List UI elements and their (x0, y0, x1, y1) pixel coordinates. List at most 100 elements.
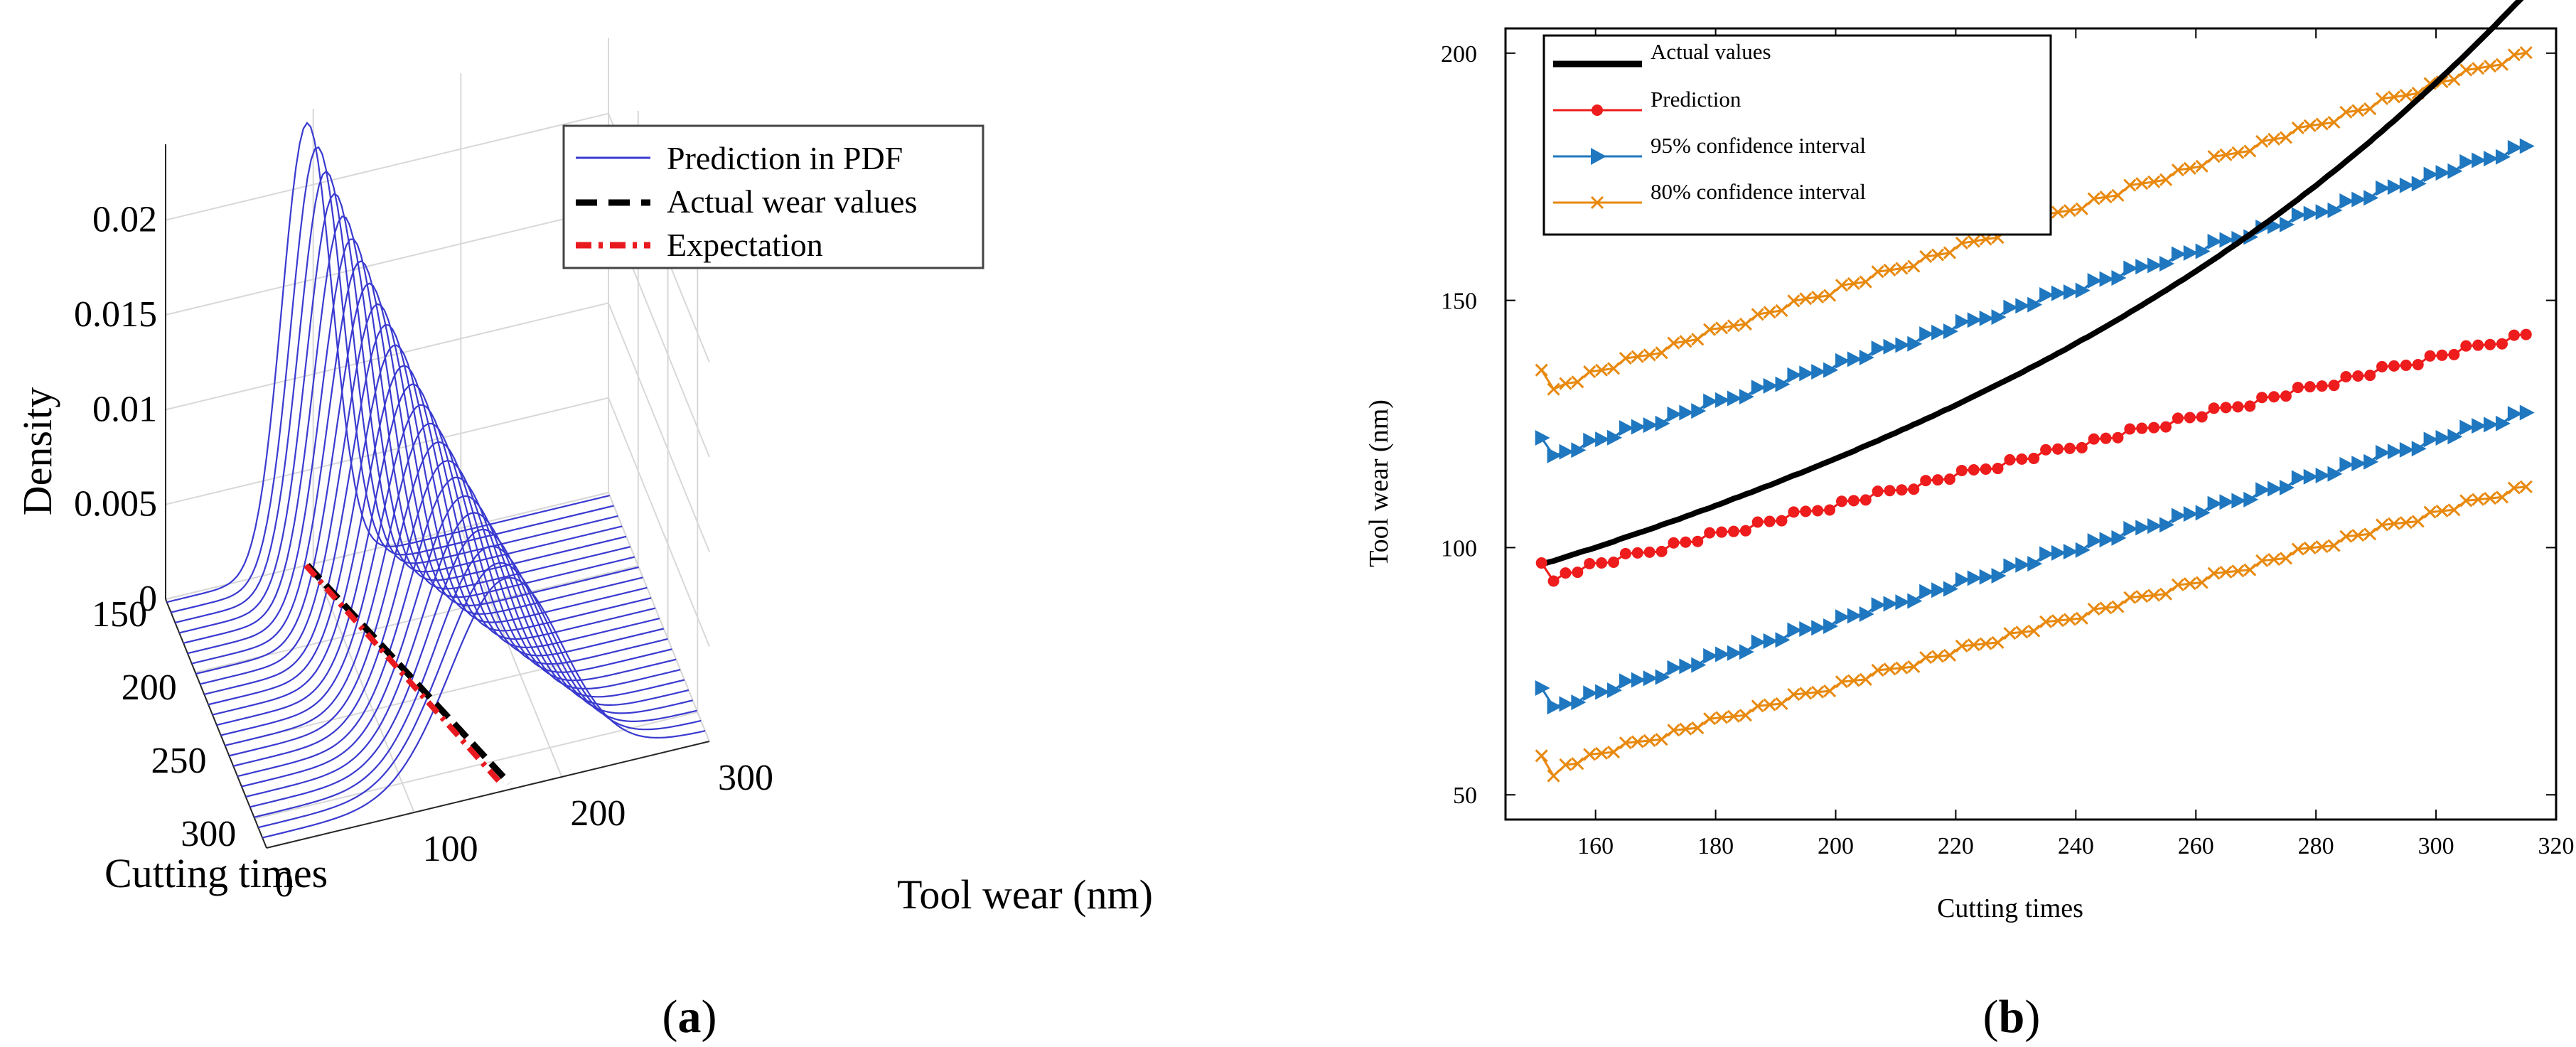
b-marker-95-confidence-interval-lower (2423, 431, 2439, 448)
b-marker-80-confidence-interval (2111, 188, 2125, 202)
b-marker-80-confidence-interval-lower (2411, 515, 2425, 528)
b-marker-95-confidence-interval-lower (2123, 521, 2139, 537)
b-marker-95-confidence-interval (2376, 180, 2391, 196)
b-marker-95-confidence-interval-lower (2015, 557, 2031, 573)
b-marker-95-confidence-interval-lower (2231, 493, 2247, 509)
b-marker-95-confidence-interval-lower (1895, 594, 1911, 611)
b-marker-95-confidence-interval-lower (1571, 694, 1587, 711)
b-marker-prediction (2112, 431, 2124, 444)
b-marker-95-confidence-interval-lower (2484, 417, 2499, 433)
b-marker-80-confidence-interval (1547, 382, 1560, 396)
b-marker-95-confidence-interval-lower (2147, 518, 2163, 535)
b-marker-80-confidence-interval-lower (1883, 662, 1896, 676)
b-marker-prediction (1800, 505, 1812, 517)
b-marker-95-confidence-interval (1835, 353, 1850, 369)
b-marker-prediction (2064, 442, 2076, 454)
b-marker-80-confidence-interval-lower (2459, 494, 2473, 508)
b-xlabel: Cutting times (1937, 893, 2083, 923)
b-marker-80-confidence-interval (1775, 304, 1788, 317)
b-xtick-label: 320 (2538, 833, 2575, 859)
b-marker-prediction (1668, 537, 1680, 549)
a-gridline-z (165, 302, 609, 411)
b-marker-95-confidence-interval-lower (1955, 571, 1970, 588)
b-marker-prediction (2448, 348, 2460, 360)
b-marker-95-confidence-interval-lower (2039, 546, 2055, 562)
b-marker-80-confidence-interval-lower (2051, 614, 2065, 628)
b-marker-prediction (2160, 421, 2172, 433)
b-marker-prediction (1932, 474, 1944, 486)
b-marker-80-confidence-interval (1883, 263, 1896, 277)
b-marker-80-confidence-interval-lower (1559, 758, 1572, 772)
b-marker-80-confidence-interval-lower (1739, 709, 1752, 722)
b-marker-95-confidence-interval (2519, 138, 2535, 154)
b-marker-95-confidence-interval-lower (1655, 669, 1670, 685)
b-marker-95-confidence-interval-lower (1775, 632, 1791, 648)
a-pdf-curve (178, 193, 623, 634)
b-marker-80-confidence-interval-lower (2303, 541, 2317, 554)
b-marker-95-confidence-interval-lower (2268, 480, 2283, 497)
b-marker-95-confidence-interval (1763, 377, 1778, 394)
b-marker-95-confidence-interval-lower (1739, 644, 1754, 660)
a-gridline-y-floor (460, 527, 563, 778)
b-marker-80-confidence-interval (2376, 92, 2389, 105)
b-marker-80-confidence-interval-lower (1727, 709, 1741, 723)
a-ytick-label: 300 (718, 758, 773, 798)
b-marker-80-confidence-interval (2399, 89, 2413, 102)
b-marker-prediction (2328, 380, 2340, 392)
b-marker-prediction (2268, 391, 2280, 403)
b-marker-95-confidence-interval (2459, 154, 2475, 170)
b-marker-prediction (1727, 525, 1739, 537)
b-marker-80-confidence-interval-lower (1667, 724, 1680, 737)
b-marker-95-confidence-interval-lower (1631, 672, 1646, 688)
b-marker-95-confidence-interval (1823, 362, 1839, 378)
b-marker-95-confidence-interval (2351, 191, 2367, 208)
b-marker-95-confidence-interval (1883, 338, 1899, 355)
b-marker-95-confidence-interval (1643, 417, 1658, 434)
b-marker-prediction (2400, 359, 2412, 371)
b-marker-80-confidence-interval (2219, 148, 2233, 161)
b-marker-95-confidence-interval-lower (2135, 520, 2151, 536)
b-marker-80-confidence-interval (2519, 46, 2533, 60)
b-marker-95-confidence-interval (1739, 389, 1754, 405)
b-marker-80-confidence-interval (2351, 104, 2365, 117)
b-marker-80-confidence-interval (1727, 319, 1741, 333)
b-ticks: 160 180 200 220 240 260 280 300 320 50 100 150 200 (1441, 28, 2575, 859)
b-marker-95-confidence-interval-lower (2447, 429, 2463, 445)
b-marker-80-confidence-interval (2255, 134, 2269, 148)
b-marker-80-confidence-interval-lower (2519, 480, 2533, 493)
b-marker-95-confidence-interval-lower (2183, 506, 2199, 522)
b-marker-95-confidence-interval-lower (1991, 567, 2007, 584)
b-marker-80-confidence-interval-lower (2207, 567, 2221, 580)
b-marker-prediction (2496, 338, 2508, 350)
b-xtick-label: 280 (2298, 833, 2334, 859)
b-marker-80-confidence-interval-lower (2135, 590, 2149, 603)
b-marker-80-confidence-interval (2159, 173, 2173, 186)
b-marker-80-confidence-interval-lower (1871, 663, 1884, 677)
b-marker-prediction (1943, 473, 1955, 485)
b-marker-95-confidence-interval-lower (2363, 453, 2379, 470)
b-marker-95-confidence-interval (1955, 313, 1970, 330)
b-marker-80-confidence-interval (2459, 63, 2473, 77)
b-marker-95-confidence-interval (1871, 340, 1887, 357)
b-marker-prediction (1824, 504, 1836, 516)
b-marker-95-confidence-interval (2495, 149, 2511, 165)
b-marker-80-confidence-interval-lower (2291, 542, 2304, 556)
b-marker-95-confidence-interval (2075, 282, 2091, 299)
b-marker-95-confidence-interval (1607, 429, 1623, 446)
b-marker-95-confidence-interval (2435, 165, 2451, 181)
b-marker-80-confidence-interval (2135, 177, 2149, 190)
a-pdf-curve (212, 365, 656, 716)
a-gridline-z (165, 208, 609, 316)
b-marker-95-confidence-interval (2411, 176, 2427, 192)
b-marker-80-confidence-interval (2447, 73, 2461, 87)
b-marker-80-confidence-interval-lower (1859, 672, 1872, 686)
b-marker-80-confidence-interval-lower (1907, 660, 1921, 674)
b-marker-80-confidence-interval (2291, 121, 2304, 134)
b-marker-95-confidence-interval (2171, 246, 2186, 262)
b-xtick-label: 180 (1697, 833, 1734, 859)
b-marker-95-confidence-interval (2135, 259, 2151, 275)
b-marker-80-confidence-interval (1559, 377, 1572, 390)
b-marker-80-confidence-interval (2195, 159, 2209, 173)
b-marker-95-confidence-interval (1847, 351, 1862, 367)
